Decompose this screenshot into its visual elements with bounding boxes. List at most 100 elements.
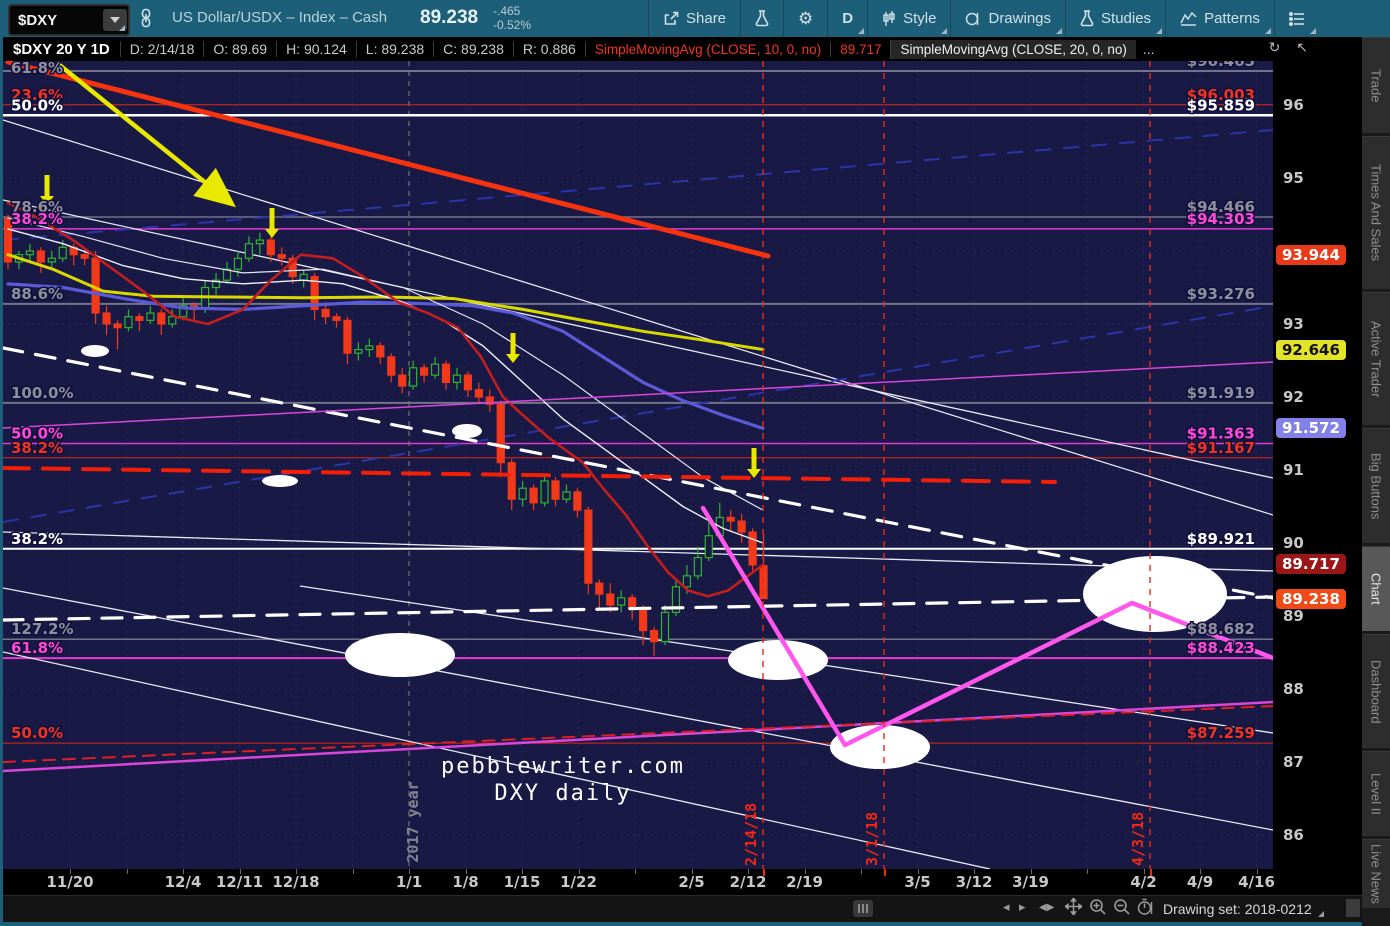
candle [540, 480, 549, 504]
event-vline-label: 3/1/18 [863, 812, 881, 866]
candle [332, 316, 341, 321]
chart-data-header: $DXY 20 Y 1D D: 2/14/18 O: 89.69 H: 90.1… [3, 37, 1362, 61]
sidebar-tab-chart[interactable]: Chart [1362, 546, 1390, 631]
candle [135, 316, 144, 321]
date-axis-tick [691, 869, 693, 874]
window-border-bottom [0, 922, 1362, 926]
candle [485, 396, 494, 405]
date-axis-label: 3/12 [955, 873, 993, 891]
red-ma-sma10 [6, 201, 765, 598]
share-button[interactable]: Share [649, 0, 740, 37]
gear-icon-button[interactable]: ⚙ [798, 9, 814, 28]
drawings-button[interactable]: Drawings [951, 0, 1065, 37]
sidebar-tab-big-buttons[interactable]: Big Buttons [1362, 428, 1390, 543]
analyze-flask-icon-button[interactable] [741, 0, 783, 37]
candle [233, 257, 243, 270]
candle [113, 323, 122, 329]
candle [168, 316, 177, 325]
chart-corner-icons[interactable]: ↻ ↖ [1268, 39, 1314, 55]
date-axis-label: 4/9 [1186, 873, 1214, 891]
zoom-in-icon[interactable] [1089, 898, 1107, 919]
candle [376, 345, 385, 358]
sidebar-tab-live-news[interactable]: Live News [1362, 839, 1390, 908]
candle [518, 487, 527, 500]
candle [704, 535, 713, 559]
candle [726, 516, 735, 522]
sidebar-tab-level-ii[interactable]: Level II [1362, 751, 1390, 836]
candle [617, 597, 626, 606]
candle [409, 367, 418, 387]
candle [452, 374, 462, 384]
magenta-diag-2 [3, 700, 1273, 773]
date-axis[interactable]: 11/20 12/4 12/11 12/18 1/1 1/8 1/15 1/22 2/5 2/12… [3, 869, 1362, 895]
fib-price-label: $87.259 [1187, 724, 1255, 742]
sma10-value: 89.717 [830, 41, 890, 57]
date-axis-label: 2/5 [678, 873, 705, 891]
time-interval-icon[interactable] [1137, 898, 1154, 919]
candle [157, 312, 166, 325]
fib-price-label: $94.466 [1187, 198, 1255, 216]
date-axis-label: 12/4 [164, 873, 202, 891]
date-axis-label: 1/15 [503, 873, 541, 891]
patterns-button[interactable]: Patterns [1166, 0, 1274, 37]
date-axis-label: 11/20 [46, 873, 94, 891]
zoom-out-icon[interactable] [1113, 898, 1131, 919]
primary-downtrend [5, 61, 771, 259]
sidebar-tab-active-trader[interactable]: Active Trader [1362, 292, 1390, 425]
step-right-icon[interactable]: ▸ [1019, 899, 1026, 914]
expand-horizontal-icon[interactable]: ◀▶ [1039, 902, 1055, 913]
sma10-study-label[interactable]: SimpleMovingAvg (CLOSE, 10, 0, no) [584, 41, 830, 57]
candle [671, 586, 681, 613]
scrollbar-grip[interactable] [853, 900, 873, 917]
fib-price-label: $88.682 [1187, 620, 1255, 638]
red-dashed-horizontal [3, 466, 1057, 484]
date-axis-tick [1143, 869, 1145, 874]
date-axis-tick [748, 869, 749, 874]
toolbar-buttons: Share ⚙ D Style Dra [648, 0, 1362, 37]
step-left-icon[interactable]: ◂ [1003, 899, 1010, 914]
candle [748, 531, 757, 566]
studies-button[interactable]: Studies [1066, 0, 1165, 37]
candle [529, 487, 538, 504]
date-axis-tick [126, 869, 128, 874]
pan-icon[interactable] [1063, 896, 1084, 918]
date-axis-label: 3/5 [904, 873, 931, 891]
more-studies-ellipsis[interactable]: ... [1142, 41, 1155, 57]
sma20-study-label[interactable]: SimpleMovingAvg (CLOSE, 20, 0, no) [890, 39, 1136, 59]
price-axis[interactable]: 96 95 93 92 91 90 89 88 87 86 93.944 92.646 91.572 89… [1273, 61, 1362, 869]
yellow-down-arrow [269, 208, 275, 229]
candle [584, 509, 593, 584]
drawing-set-selector[interactable]: Drawing set: 2018-0212 [1163, 901, 1324, 917]
candle [496, 403, 505, 464]
candle [638, 608, 648, 632]
candle [179, 305, 188, 318]
symbol-dropdown-arrow[interactable] [103, 9, 127, 31]
price-axis-tick: 96 [1283, 96, 1304, 114]
candle [354, 348, 363, 354]
sidebar-tab-trade[interactable]: Trade [1362, 37, 1390, 133]
change-value: -.465 [493, 4, 521, 18]
chart-plot-area[interactable]: 2/14/18 3/1/18 4/3/18 61.8% $96.465 23.6% $96.… [3, 61, 1273, 869]
fib-pct-label: 100.0% [11, 384, 73, 402]
candle [80, 254, 89, 259]
navy-dashed-2 [3, 305, 1273, 523]
candle [398, 374, 407, 387]
white-dashed-upper [3, 346, 1273, 600]
sidebar-tab-dashboard[interactable]: Dashboard [1362, 634, 1390, 748]
candle [277, 254, 286, 259]
candle [211, 279, 221, 289]
candle [649, 629, 659, 643]
right-sidebar: Trade Times And Sales Active Trader Big … [1362, 37, 1390, 926]
date-axis-label: 3/19 [1012, 873, 1049, 891]
link-icon[interactable] [138, 8, 156, 30]
fib-pct-label: 38.2% [11, 439, 63, 457]
ellipse-annotations-layer [81, 345, 1227, 769]
white-ellipse-annotation [81, 345, 109, 357]
status-corner-button[interactable] [1346, 899, 1360, 917]
symbol-selector[interactable]: $DXY [8, 4, 130, 36]
timeframe-button[interactable]: D [828, 0, 867, 37]
style-button[interactable]: Style [868, 0, 950, 37]
grid-settings-icon-button[interactable] [1275, 0, 1319, 37]
sidebar-tab-times-and-sales[interactable]: Times And Sales [1362, 136, 1390, 289]
